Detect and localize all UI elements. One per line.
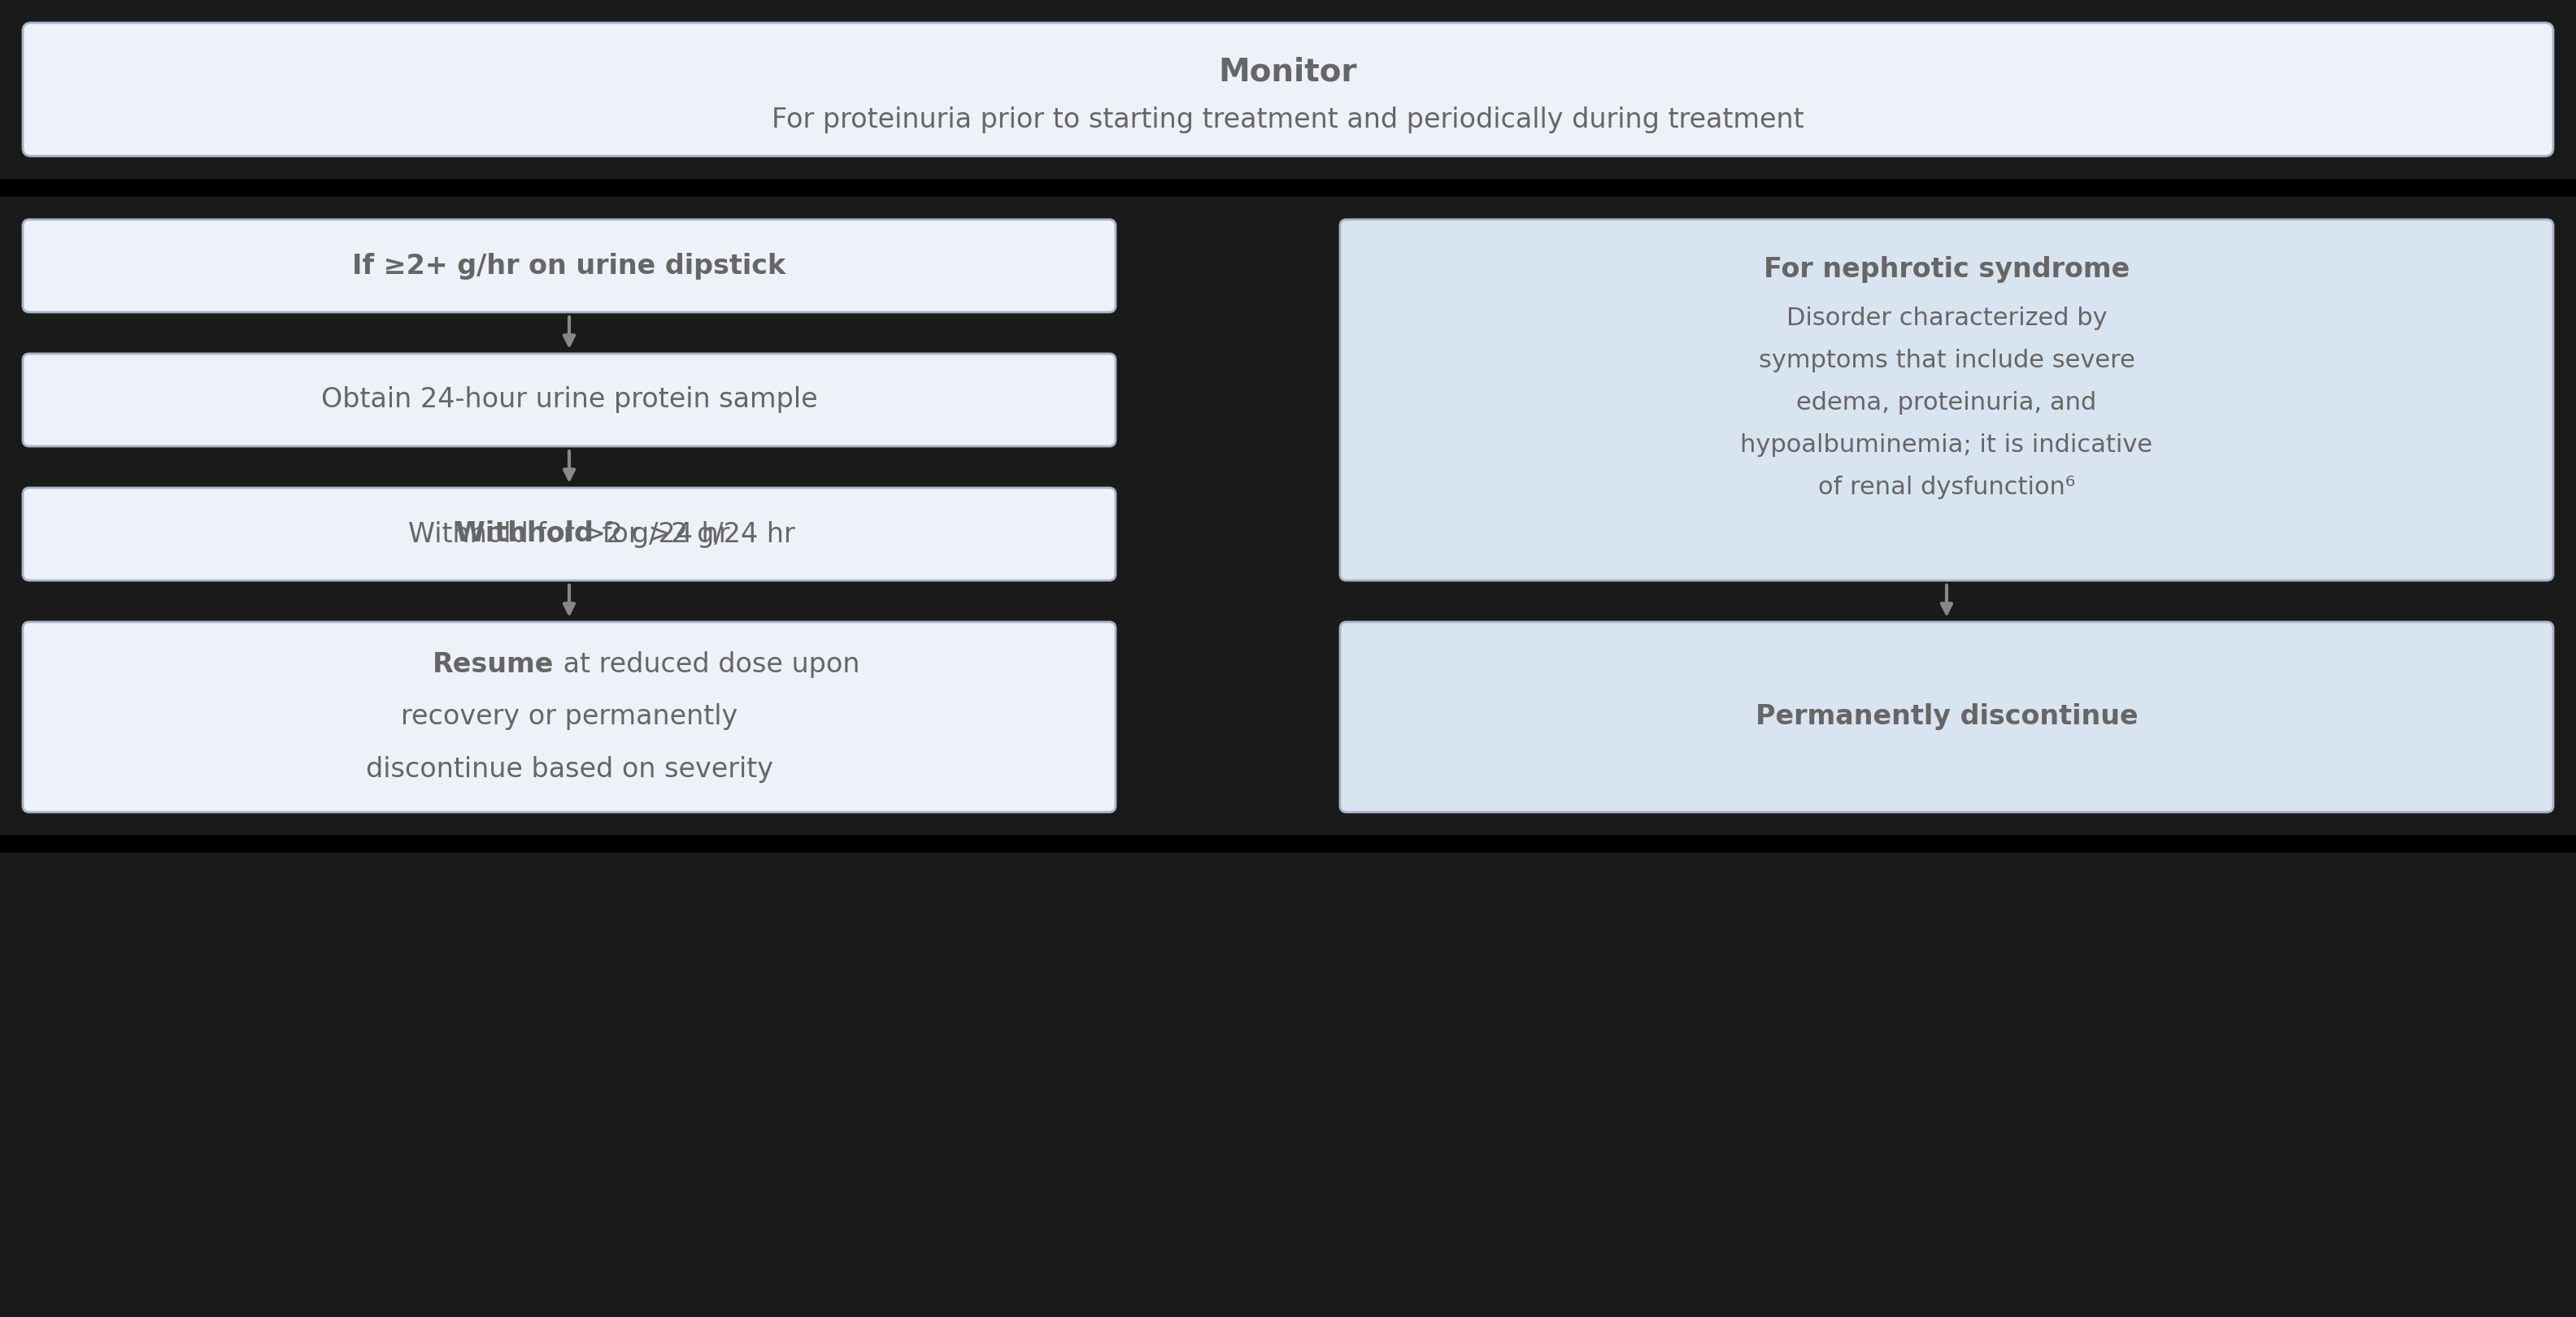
Text: Permanently discontinue: Permanently discontinue	[1754, 703, 2138, 731]
Bar	[0, 835, 2576, 853]
Text: hypoalbuminemia; it is indicative: hypoalbuminemia; it is indicative	[1741, 433, 2154, 457]
Text: Disorder characterized by: Disorder characterized by	[1785, 307, 2107, 331]
Text: For nephrotic syndrome: For nephrotic syndrome	[1765, 257, 2130, 283]
FancyBboxPatch shape	[23, 622, 1115, 813]
Text: If ≥2+ g/hr on urine dipstick: If ≥2+ g/hr on urine dipstick	[353, 253, 786, 279]
Text: Withhold for >2 g/24 hr: Withhold for >2 g/24 hr	[410, 520, 729, 548]
FancyBboxPatch shape	[23, 220, 1115, 312]
Text: discontinue based on severity: discontinue based on severity	[366, 756, 773, 782]
Bar	[0, 179, 2576, 196]
Text: recovery or permanently: recovery or permanently	[402, 703, 737, 731]
Text: Withhold: Withhold	[456, 520, 592, 548]
Text: Monitor: Monitor	[1218, 57, 1358, 87]
FancyBboxPatch shape	[23, 354, 1115, 446]
FancyBboxPatch shape	[23, 487, 1115, 581]
FancyBboxPatch shape	[23, 22, 2553, 157]
Text: edema, proteinuria, and: edema, proteinuria, and	[1795, 391, 2097, 415]
Text: symptoms that include severe: symptoms that include severe	[1759, 349, 2136, 373]
Text: For proteinuria prior to starting treatment and periodically during treatment: For proteinuria prior to starting treatm…	[773, 107, 1803, 134]
Text: for >2 g/24 hr: for >2 g/24 hr	[592, 520, 796, 548]
Text: at reduced dose upon: at reduced dose upon	[554, 652, 860, 678]
Text: of renal dysfunction⁶: of renal dysfunction⁶	[1819, 475, 2076, 499]
Text: Resume: Resume	[433, 652, 554, 678]
FancyBboxPatch shape	[1340, 220, 2553, 581]
FancyBboxPatch shape	[1340, 622, 2553, 813]
Text: Obtain 24-hour urine protein sample: Obtain 24-hour urine protein sample	[322, 387, 817, 414]
